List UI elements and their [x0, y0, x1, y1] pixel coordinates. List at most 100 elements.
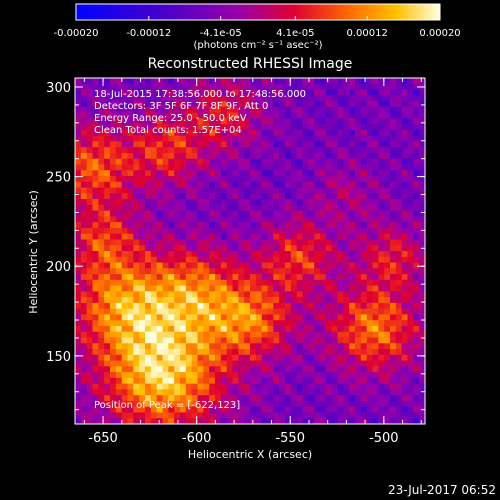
heatmap-cell: [267, 147, 274, 154]
heatmap-cell: [139, 187, 146, 194]
heatmap-cell: [337, 251, 344, 258]
heatmap-cell: [215, 89, 222, 96]
heatmap-cell: [407, 314, 414, 321]
heatmap-cell: [413, 256, 420, 264]
heatmap-cell: [180, 222, 187, 229]
heatmap-cell: [255, 78, 263, 85]
heatmap-cell: [86, 308, 94, 316]
heatmap-cell: [308, 314, 315, 321]
heatmap-cell: [75, 302, 82, 310]
heatmap-cell: [296, 193, 304, 200]
heatmap-cell: [355, 101, 362, 108]
heatmap-cell: [395, 204, 403, 212]
heatmap-cell: [203, 354, 210, 362]
heatmap-cell: [104, 141, 111, 148]
heatmap-cell: [337, 187, 344, 194]
heatmap-cell: [250, 101, 257, 108]
heatmap-cell: [349, 366, 356, 373]
heatmap-cell: [285, 268, 292, 275]
heatmap-cell: [86, 314, 94, 321]
heatmap-cell: [337, 325, 344, 333]
heatmap-cell: [80, 360, 88, 367]
heatmap-cell: [372, 279, 379, 287]
heatmap-cell: [325, 279, 333, 287]
heatmap-cell: [197, 372, 204, 379]
heatmap-cell: [80, 308, 88, 316]
heatmap-cell: [244, 256, 251, 264]
heatmap-cell: [203, 95, 210, 102]
heatmap-cell: [203, 395, 210, 402]
heatmap-cell: [162, 227, 169, 235]
heatmap-cell: [384, 308, 391, 316]
heatmap-cell: [133, 170, 140, 177]
heatmap-cell: [302, 274, 309, 281]
heatmap-cell: [180, 389, 187, 396]
heatmap-cell: [250, 199, 257, 206]
heatmap-cell: [308, 297, 315, 304]
heatmap-cell: [209, 395, 216, 402]
heatmap-cell: [355, 135, 362, 143]
heatmap-cell: [197, 227, 204, 235]
heatmap-cell: [378, 308, 385, 316]
heatmap-cell: [110, 262, 117, 269]
heatmap-cell: [331, 106, 339, 114]
heatmap-cell: [285, 101, 292, 108]
heatmap-cell: [255, 170, 263, 177]
heatmap-cell: [261, 320, 269, 327]
heatmap-cell: [121, 83, 129, 91]
heatmap-cell: [215, 256, 222, 264]
heatmap-cell: [419, 302, 425, 310]
heatmap-cell: [343, 135, 350, 143]
heatmap-cell: [86, 262, 94, 269]
heatmap-cell: [209, 95, 216, 102]
heatmap-cell: [261, 101, 269, 108]
heatmap-cell: [384, 124, 391, 131]
heatmap-cell: [150, 308, 158, 316]
heatmap-cell: [162, 349, 169, 356]
heatmap-cell: [238, 89, 245, 96]
heatmap-cell: [98, 164, 105, 171]
heatmap-cell: [372, 101, 379, 108]
heatmap-cell: [115, 239, 123, 246]
heatmap-cell: [156, 320, 164, 327]
heatmap-cell: [75, 354, 82, 362]
heatmap-cell: [273, 176, 280, 183]
heatmap-cell: [255, 83, 263, 91]
heatmap-cell: [145, 331, 152, 339]
heatmap-cell: [209, 164, 216, 171]
heatmap-cell: [337, 366, 344, 373]
heatmap-cell: [302, 181, 309, 189]
heatmap-cell: [384, 245, 391, 252]
heatmap-cell: [296, 164, 304, 171]
heatmap-cell: [320, 245, 327, 252]
heatmap-cell: [384, 106, 391, 114]
heatmap-cell: [413, 227, 420, 235]
heatmap-cell: [226, 245, 234, 252]
heatmap-cell: [302, 118, 309, 125]
heatmap-cell: [115, 343, 123, 350]
heatmap-cell: [343, 152, 350, 160]
heatmap-cell: [413, 291, 420, 298]
heatmap-cell: [127, 106, 134, 114]
heatmap-cell: [86, 320, 94, 327]
heatmap-cell: [115, 135, 123, 143]
heatmap-cell: [215, 181, 222, 189]
heatmap-cell: [110, 245, 117, 252]
heatmap-cell: [419, 349, 425, 356]
heatmap-cell: [238, 314, 245, 321]
heatmap-cell: [314, 291, 321, 298]
heatmap-cell: [156, 129, 164, 137]
heatmap-cell: [121, 360, 129, 367]
heatmap-cell: [244, 135, 251, 143]
heatmap-cell: [267, 245, 274, 252]
heatmap-cell: [320, 279, 327, 287]
heatmap-cell: [209, 176, 216, 183]
heatmap-cell: [180, 325, 187, 333]
heatmap-cell: [407, 256, 414, 264]
heatmap-cell: [401, 268, 409, 275]
heatmap-cell: [372, 256, 379, 264]
heatmap-cell: [209, 135, 216, 143]
heatmap-cell: [145, 181, 152, 189]
heatmap-cell: [197, 181, 204, 189]
heatmap-cell: [238, 389, 245, 396]
